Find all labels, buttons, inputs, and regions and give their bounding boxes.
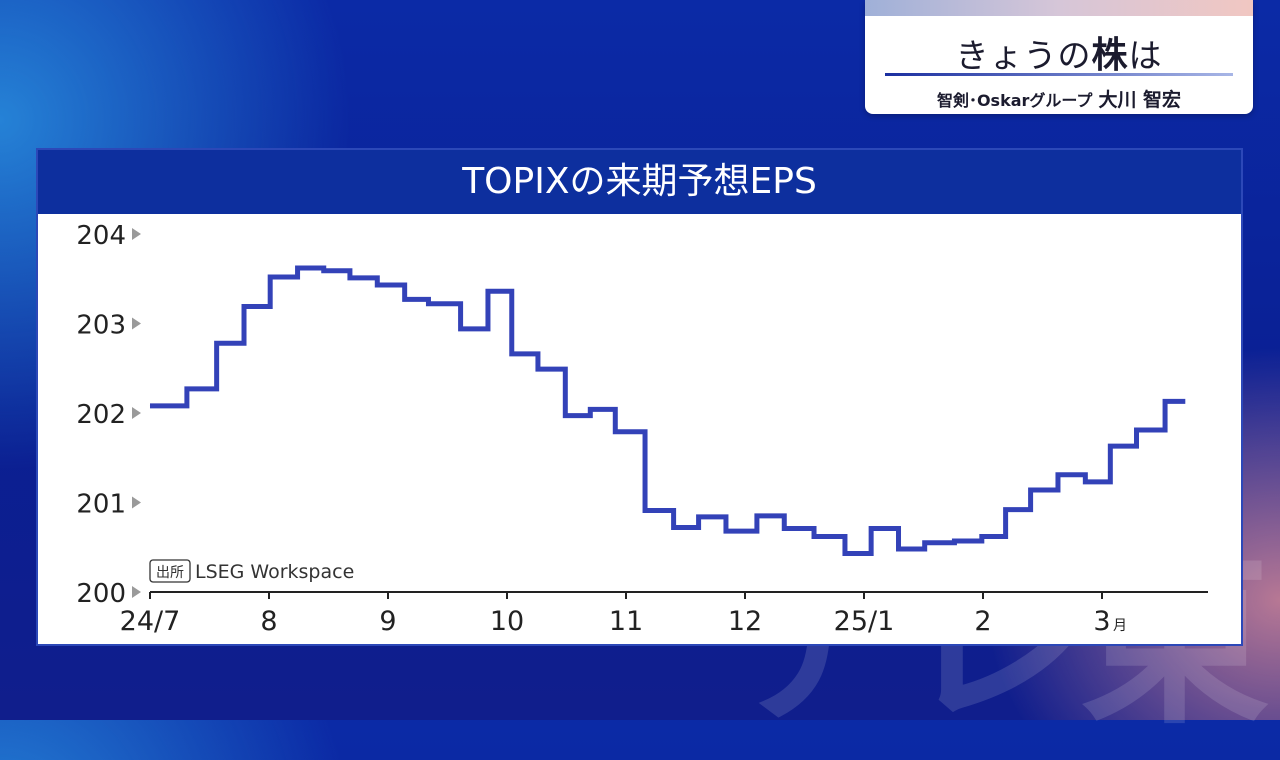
corner-rule: [885, 73, 1233, 76]
y-tick-arrow-3: [132, 318, 141, 330]
corner-title-prefix: きょうの: [955, 36, 1091, 75]
corner-title-strong: 株: [1091, 35, 1128, 76]
y-tick-arrow-0: [132, 586, 141, 598]
x-tick-label-5: 12: [728, 606, 762, 637]
corner-title: きょうの株は: [865, 26, 1253, 78]
source-text: LSEG Workspace: [195, 561, 354, 583]
y-tick-arrow-2: [132, 407, 141, 419]
eps-series-line: [150, 268, 1185, 554]
x-tick-label-6: 25/1: [834, 606, 895, 637]
x-tick-label-1: 8: [260, 606, 277, 637]
source-badge-text: 出所: [156, 565, 184, 581]
corner-subtitle: 智剣･Oskarグループ大川 智宏: [865, 85, 1253, 112]
x-tick-suffix-8: 月: [1113, 618, 1127, 634]
x-tick-label-7: 2: [974, 606, 991, 637]
y-tick-label-3: 203: [76, 311, 126, 341]
x-tick-label-2: 9: [379, 606, 396, 637]
x-tick-label-8: 3: [1093, 606, 1110, 637]
corner-title-suffix: は: [1129, 36, 1163, 75]
program-corner-card: きょうの株は 智剣･Oskarグループ大川 智宏: [865, 0, 1253, 114]
corner-top-strip: [865, 0, 1253, 16]
y-tick-label-1: 201: [76, 490, 126, 520]
y-tick-arrow-4: [132, 228, 141, 240]
guest-name: 大川 智宏: [1098, 89, 1181, 111]
x-tick-label-3: 10: [490, 606, 524, 637]
y-tick-label-0: 200: [76, 579, 126, 609]
y-tick-label-4: 204: [76, 221, 126, 251]
y-tick-arrow-1: [132, 497, 141, 509]
guest-org: 智剣･Oskarグループ: [937, 91, 1093, 110]
x-tick-label-0: 24/7: [120, 606, 181, 637]
x-tick-label-4: 11: [609, 606, 643, 637]
y-tick-label-2: 202: [76, 400, 126, 430]
